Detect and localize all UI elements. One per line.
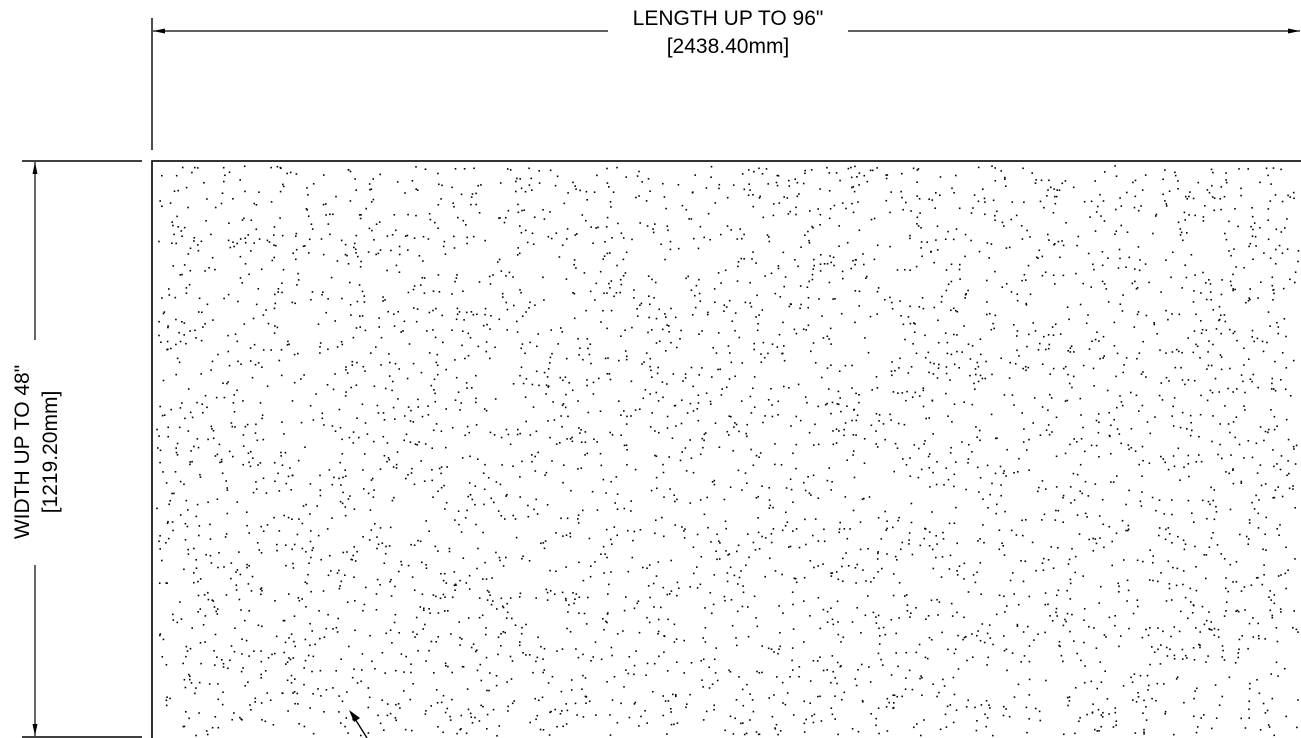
width-label: WIDTH UP TO 48" [11,365,34,539]
panel-stipple-texture [156,165,1300,737]
panel [151,160,1301,738]
panel-outline [151,160,1301,738]
length-metric-label: [2438.40mm] [667,35,790,58]
width-metric-label: [1219.20mm] [39,391,62,514]
leader-arrow [349,710,368,738]
width-dimension: WIDTH UP TO 48" [1219.20mm] [11,160,142,738]
length-dimension: LENGTH UP TO 96" [2438.40mm] [151,7,1300,150]
length-label: LENGTH UP TO 96" [633,7,824,30]
